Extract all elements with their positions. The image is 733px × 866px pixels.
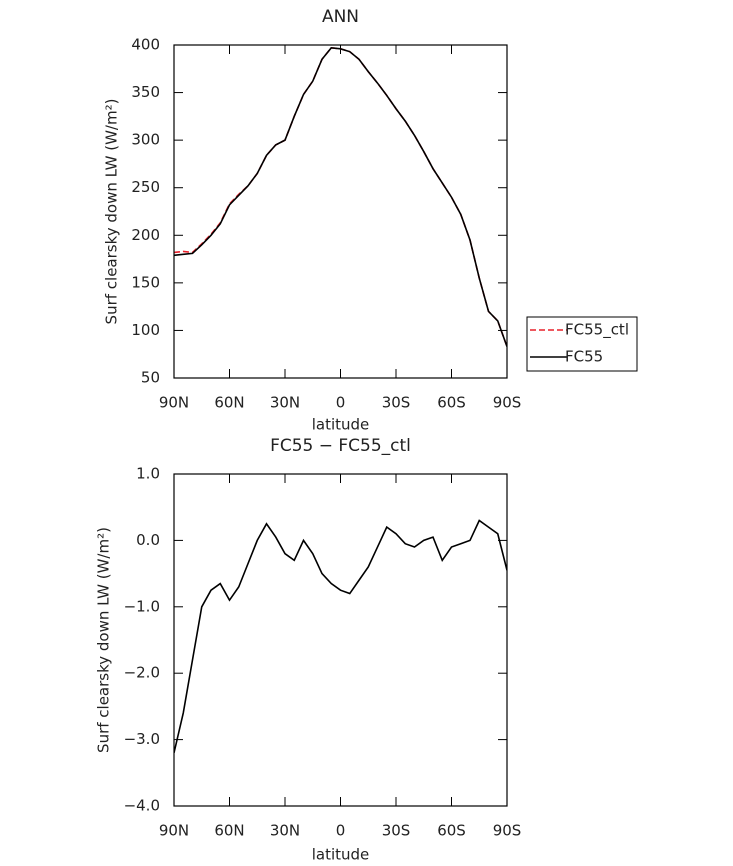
y-tick-label: 1.0 — [136, 465, 160, 483]
x-tick-label: 90S — [493, 822, 522, 840]
legend-box — [526, 316, 638, 372]
y-tick-label: 200 — [131, 226, 160, 244]
y-tick-label: −4.0 — [124, 797, 160, 815]
y-tick-label: −2.0 — [124, 664, 160, 682]
x-tick-label: 60S — [437, 394, 466, 412]
y-axis-label: Surf clearsky down LW (W/m²) — [103, 99, 121, 325]
x-tick-label: 30N — [270, 394, 300, 412]
y-tick-label: 150 — [131, 273, 160, 291]
plot-frame — [173, 473, 508, 807]
x-tick-label: 30S — [382, 394, 411, 412]
y-tick-label: 350 — [131, 83, 160, 101]
y-tick-label: 0.0 — [136, 531, 160, 549]
x-tick-label: 60N — [214, 394, 244, 412]
series-line — [174, 519, 507, 754]
series-line — [174, 47, 507, 347]
y-axis-label: Surf clearsky down LW (W/m²) — [95, 527, 113, 753]
y-tick-label: 400 — [131, 36, 160, 54]
x-tick-label: 60N — [214, 822, 244, 840]
x-tick-label: 60S — [437, 822, 466, 840]
x-tick-label: 90N — [159, 394, 189, 412]
x-tick-label: 90N — [159, 822, 189, 840]
series-line — [174, 47, 507, 347]
legend-label: FC55 — [565, 348, 603, 366]
x-axis-label: latitude — [312, 416, 370, 434]
x-tick-label: 30S — [382, 822, 411, 840]
x-tick-label: 0 — [336, 394, 346, 412]
y-tick-label: 100 — [131, 321, 160, 339]
chart-title: FC55 − FC55_ctl — [270, 436, 411, 456]
legend-label: FC55_ctl — [565, 321, 629, 340]
y-tick-label: 250 — [131, 178, 160, 196]
x-tick-label: 30N — [270, 822, 300, 840]
y-tick-label: −1.0 — [124, 597, 160, 615]
x-tick-label: 90S — [493, 394, 522, 412]
plot-frame — [173, 44, 508, 379]
y-tick-label: 300 — [131, 131, 160, 149]
x-tick-label: 0 — [336, 822, 346, 840]
y-tick-label: 50 — [141, 369, 160, 387]
y-tick-label: −3.0 — [124, 730, 160, 748]
x-axis-label: latitude — [312, 846, 370, 864]
chart-title: ANN — [322, 7, 359, 27]
